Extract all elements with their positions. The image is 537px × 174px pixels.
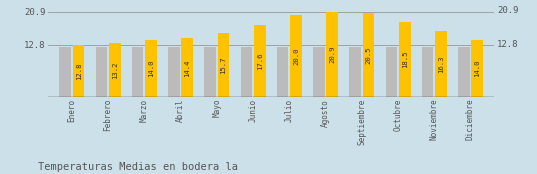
- Text: 14.0: 14.0: [474, 60, 480, 77]
- Text: Temperaturas Medias en bodera la: Temperaturas Medias en bodera la: [38, 162, 237, 172]
- Text: 15.7: 15.7: [221, 57, 227, 74]
- Text: 12.8: 12.8: [76, 62, 82, 80]
- Bar: [60, 47, 71, 97]
- Bar: [277, 47, 288, 97]
- Bar: [471, 40, 483, 97]
- Text: 14.0: 14.0: [148, 60, 154, 77]
- Text: 13.2: 13.2: [112, 62, 118, 79]
- Bar: [313, 47, 325, 97]
- Bar: [217, 33, 229, 97]
- Bar: [182, 38, 193, 97]
- Bar: [422, 47, 433, 97]
- Text: 17.6: 17.6: [257, 53, 263, 70]
- Text: 18.5: 18.5: [402, 51, 408, 68]
- Bar: [326, 12, 338, 97]
- Bar: [290, 15, 302, 97]
- Bar: [399, 22, 410, 97]
- Text: 16.3: 16.3: [438, 55, 444, 73]
- Bar: [241, 47, 252, 97]
- Bar: [96, 47, 107, 97]
- Text: 14.4: 14.4: [184, 59, 190, 77]
- Bar: [386, 47, 397, 97]
- Bar: [205, 47, 216, 97]
- Text: 20.5: 20.5: [366, 47, 372, 64]
- Bar: [362, 13, 374, 97]
- Bar: [146, 40, 157, 97]
- Bar: [254, 25, 266, 97]
- Bar: [73, 45, 84, 97]
- Bar: [458, 47, 469, 97]
- Bar: [132, 47, 143, 97]
- Bar: [435, 31, 447, 97]
- Bar: [109, 43, 121, 97]
- Bar: [349, 47, 361, 97]
- Bar: [168, 47, 180, 97]
- Text: 20.0: 20.0: [293, 48, 299, 65]
- Text: 20.9: 20.9: [329, 46, 335, 63]
